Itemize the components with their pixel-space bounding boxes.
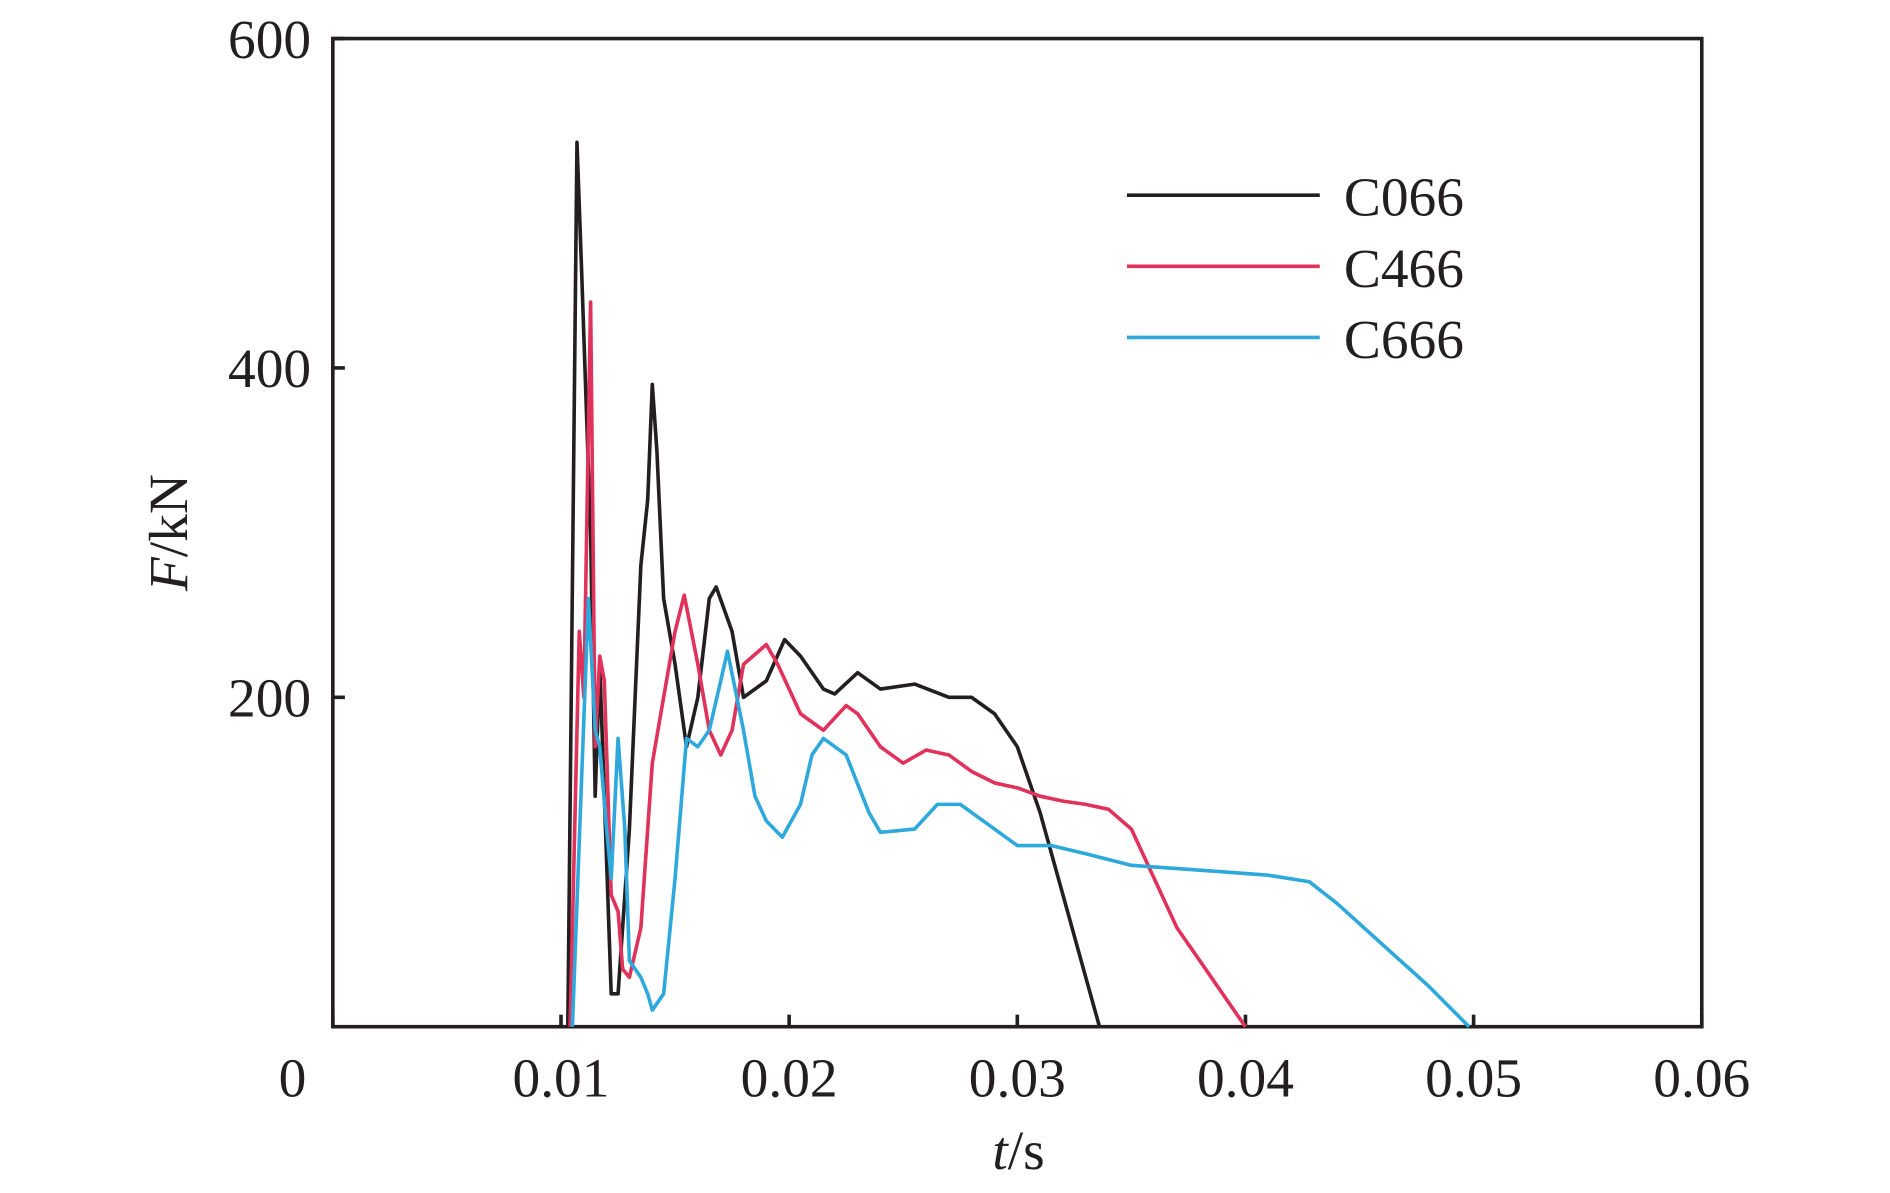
x-axis-label: t/s [992, 1120, 1044, 1181]
data-line [568, 300, 1247, 1028]
x-tick-label: 0.03 [969, 1048, 1066, 1109]
y-tick-label: 400 [228, 338, 311, 399]
data-line [566, 140, 1102, 1028]
plot-frame [331, 36, 1704, 1029]
y-tick-label: 600 [228, 9, 311, 70]
x-tick-label: 0.05 [1425, 1048, 1522, 1109]
data-line [570, 596, 1471, 1028]
y-tick-label: 200 [228, 668, 311, 729]
legend-label: C666 [1344, 309, 1464, 370]
x-tick-label: 0.02 [741, 1048, 838, 1109]
x-tick-label: 0.06 [1653, 1048, 1750, 1109]
y-axis-label: F/kN [138, 474, 199, 592]
x-tick-label: 0 [279, 1048, 307, 1109]
x-tick-label: 0.04 [1197, 1048, 1294, 1109]
x-tick-label: 0.01 [512, 1048, 609, 1109]
legend-label: C466 [1344, 238, 1464, 299]
legend-label: C066 [1344, 167, 1464, 228]
